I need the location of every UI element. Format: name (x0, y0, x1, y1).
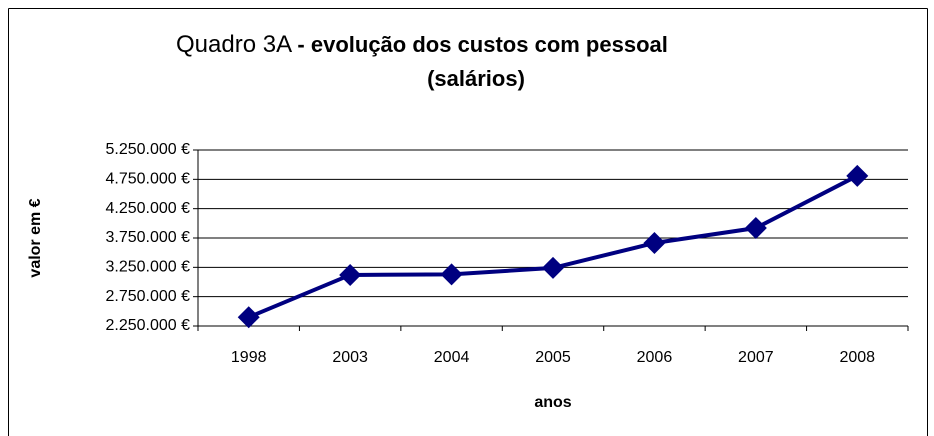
y-tick-label: 3.250.000 € (105, 259, 190, 276)
y-tick-label: 4.250.000 € (105, 200, 190, 217)
chart-title: Quadro 3A - evolução dos custos com pess… (176, 31, 668, 58)
chart-title: - evolução dos custos com pessoal (297, 32, 667, 57)
marker (744, 217, 767, 240)
x-tick-label: 2004 (434, 349, 470, 366)
x-tick-label: 2007 (738, 349, 774, 366)
y-tick-label: 2.250.000 € (105, 317, 190, 334)
x-tick-label: 2003 (332, 349, 368, 366)
marker (440, 263, 463, 286)
y-tick-label: 5.250.000 € (105, 141, 190, 158)
x-tick-label: 2005 (535, 349, 571, 366)
chart-title: (salários) (427, 66, 525, 91)
marker (643, 231, 666, 254)
y-axis-label: valor em € (27, 198, 44, 277)
y-tick-label: 3.750.000 € (105, 229, 190, 246)
line (247, 174, 859, 320)
x-tick-label: 2006 (637, 349, 673, 366)
x-axis-label: anos (534, 394, 571, 411)
marker (846, 164, 869, 187)
x-tick-label: 2008 (839, 349, 875, 366)
x-tick-label: 1998 (231, 349, 267, 366)
marker (237, 306, 260, 329)
chart-title: Quadro 3A (176, 31, 292, 58)
y-tick-label: 4.750.000 € (105, 171, 190, 188)
marker (542, 256, 564, 279)
marker (339, 263, 362, 286)
y-tick-label: 2.750.000 € (105, 288, 190, 305)
